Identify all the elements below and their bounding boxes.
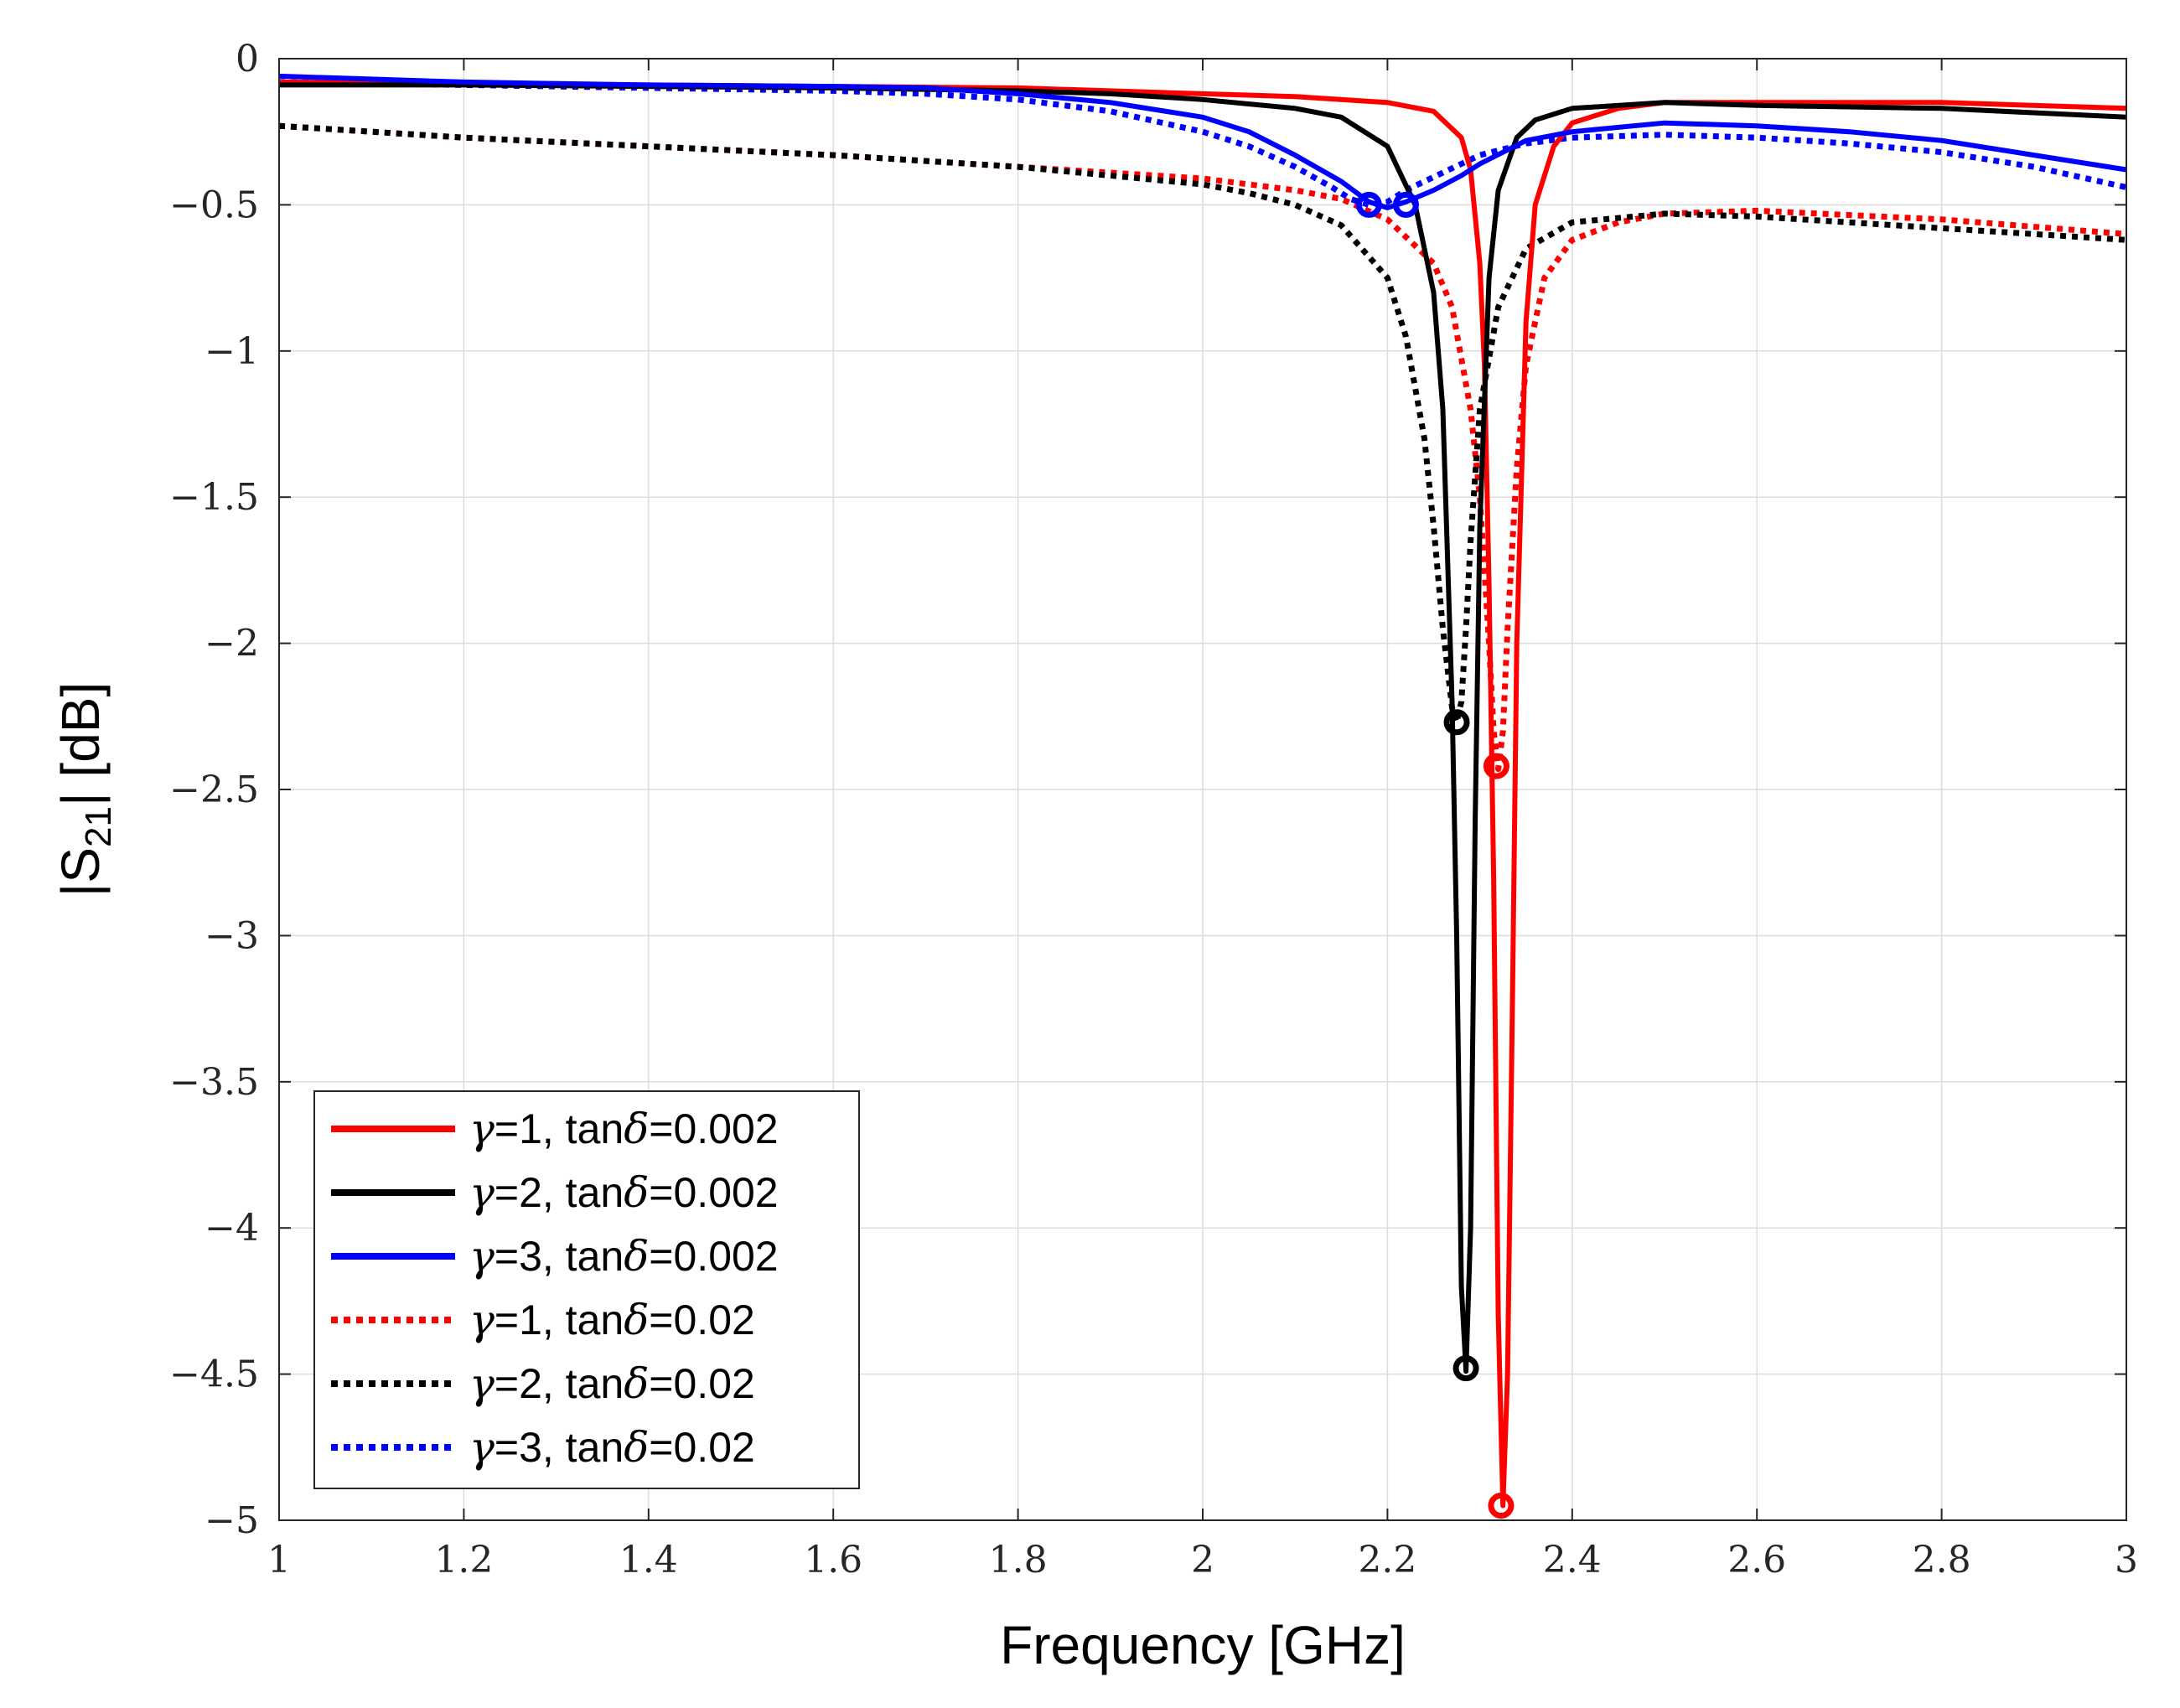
x-tick-label: 1.8 — [989, 1539, 1048, 1581]
marker-layer — [1355, 191, 1515, 1519]
legend-text-b: =0.002 — [649, 1169, 778, 1216]
y-axis-label-suffix: | [dB] — [50, 682, 111, 806]
y-tick-label: −0.5 — [169, 184, 259, 226]
x-tick-label: 2.2 — [1358, 1539, 1416, 1581]
y-tick-label: −4.5 — [169, 1353, 259, 1396]
x-tick-label: 1.4 — [619, 1539, 678, 1581]
x-axis-label: Frequency [GHz] — [1000, 1615, 1406, 1675]
y-tick-label: −5 — [205, 1499, 259, 1542]
series-layer — [278, 73, 2127, 1509]
y-tick-label: −4 — [205, 1207, 259, 1250]
series-line-5 — [278, 122, 2127, 726]
legend-text-a: =3, tan — [495, 1233, 624, 1280]
x-tick-label: 2.6 — [1727, 1539, 1786, 1581]
y-axis-ticks: 0 −0.5 −1 −1.5 −2 −2.5 −3 −3.5 −4 −4.5 −5 — [169, 38, 2126, 1542]
legend-delta: δ — [624, 1359, 649, 1408]
legend-entry-6: γ=3, tanδ=0.02 — [469, 1423, 755, 1472]
y-tick-label: −1 — [205, 330, 259, 373]
legend-text-a: =1, tan — [495, 1105, 624, 1152]
x-tick-label: 2.4 — [1543, 1539, 1602, 1581]
y-axis-label: |S21| [dB] — [50, 682, 119, 898]
y-tick-label: −3.5 — [169, 1061, 259, 1104]
legend-delta: δ — [624, 1423, 649, 1472]
y-axis-label-main: |S — [50, 847, 111, 897]
y-tick-label: −2 — [205, 623, 259, 665]
legend-gamma: γ — [469, 1296, 495, 1344]
legend-box — [313, 1090, 860, 1489]
x-tick-label: 1 — [267, 1539, 291, 1581]
legend-text-b: =0.02 — [649, 1424, 755, 1471]
legend-gamma: γ — [469, 1423, 495, 1472]
legend-gamma: γ — [469, 1359, 495, 1408]
series-line-2 — [279, 82, 2127, 1374]
legend-entry-1: γ=1, tanδ=0.002 — [469, 1105, 779, 1153]
y-tick-label: −2.5 — [169, 769, 259, 811]
series-line-3 — [278, 73, 2127, 210]
legend-entry-2: γ=2, tanδ=0.002 — [469, 1168, 779, 1217]
series-line-6 — [278, 79, 2127, 208]
x-tick-label: 1.6 — [804, 1539, 862, 1581]
legend-entry-5: γ=2, tanδ=0.02 — [469, 1359, 755, 1408]
legend-gamma: γ — [469, 1168, 495, 1217]
legend-text-a: =2, tan — [495, 1169, 624, 1216]
legend-entry-4: γ=1, tanδ=0.02 — [469, 1296, 755, 1344]
data-marker-3 — [1355, 191, 1382, 218]
legend-text-b: =0.002 — [649, 1105, 778, 1152]
y-tick-label: −1.5 — [169, 476, 259, 519]
legend-delta: δ — [624, 1232, 649, 1281]
x-tick-label: 2 — [1191, 1539, 1214, 1581]
x-tick-label: 1.2 — [434, 1539, 493, 1581]
data-marker-1 — [1488, 1493, 1515, 1519]
legend-text-b: =0.002 — [649, 1233, 778, 1280]
x-tick-label: 3 — [2115, 1539, 2138, 1581]
legend-entry-3: γ=3, tanδ=0.002 — [469, 1232, 779, 1281]
legend-text-a: =3, tan — [495, 1424, 624, 1471]
y-axis-label-subscript: 21 — [78, 806, 119, 847]
data-marker-2 — [1443, 709, 1470, 736]
legend-text-b: =0.02 — [649, 1297, 755, 1343]
data-marker-2 — [1452, 1355, 1479, 1382]
y-tick-label: 0 — [236, 38, 259, 80]
data-marker-1 — [1483, 753, 1509, 779]
x-tick-label: 2.8 — [1913, 1539, 1971, 1581]
legend-text-a: =2, tan — [495, 1360, 624, 1407]
legend-delta: δ — [624, 1168, 649, 1217]
legend-text-a: =1, tan — [495, 1297, 624, 1343]
data-marker-3 — [1392, 191, 1419, 218]
legend-text-b: =0.02 — [649, 1360, 755, 1407]
legend-gamma: γ — [469, 1105, 495, 1153]
series-line-1 — [278, 79, 2127, 1509]
x-axis-ticks: 1 1.2 1.4 1.6 1.8 2 2.2 2.4 2.6 2.8 3 — [267, 59, 2138, 1581]
legend-delta: δ — [624, 1105, 649, 1153]
y-tick-label: −3 — [205, 914, 259, 957]
legend-delta: δ — [624, 1296, 649, 1344]
legend-gamma: γ — [469, 1232, 495, 1281]
